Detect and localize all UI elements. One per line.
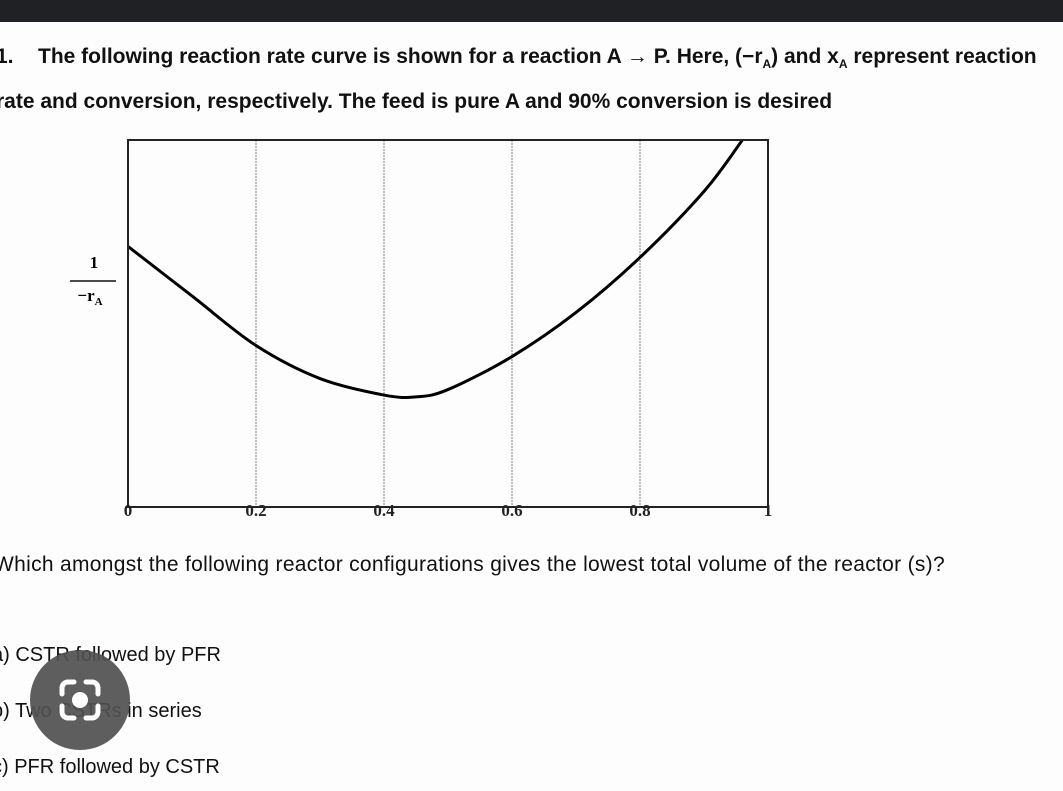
lens-icon xyxy=(59,679,101,721)
subscript: A xyxy=(838,57,848,72)
x-tick-label: 0.6 xyxy=(501,501,522,520)
y-label-numerator: 1 xyxy=(90,253,99,272)
subscript: A xyxy=(762,57,772,72)
y-label-denominator-text: −r xyxy=(77,286,95,305)
question-number: 1. xyxy=(0,45,14,68)
option: c) PFR followed by CSTR xyxy=(0,756,220,778)
question-intro: 1. The following reaction rate curve is s… xyxy=(0,38,1063,120)
image-search-button[interactable] xyxy=(30,650,130,750)
x-tick-label: 0.8 xyxy=(629,501,650,520)
y-label-denominator: −rA xyxy=(77,286,102,308)
y-label-subscript: A xyxy=(95,296,103,308)
question-text: represent reaction rate and conversion, … xyxy=(0,45,1037,114)
question-prompt: Which amongst the following reactor conf… xyxy=(0,553,945,576)
x-tick-label: 0.2 xyxy=(245,501,266,520)
x-tick-label: 0 xyxy=(124,501,133,520)
x-tick-label: 0.4 xyxy=(373,501,395,520)
question-text: The following reaction rate curve is sho… xyxy=(38,45,763,68)
plot-area: 0 0.2 0.4 0.6 0.8 1 xyxy=(124,139,773,520)
curve xyxy=(127,139,744,400)
top-bar xyxy=(0,0,1063,22)
question-text: ) and x xyxy=(771,45,839,68)
x-tick-label: 1 xyxy=(764,501,773,520)
chart: 1 −rA 0 0.2 0.4 0.6 0.8 1 xyxy=(70,139,773,520)
plot-frame xyxy=(127,139,769,508)
